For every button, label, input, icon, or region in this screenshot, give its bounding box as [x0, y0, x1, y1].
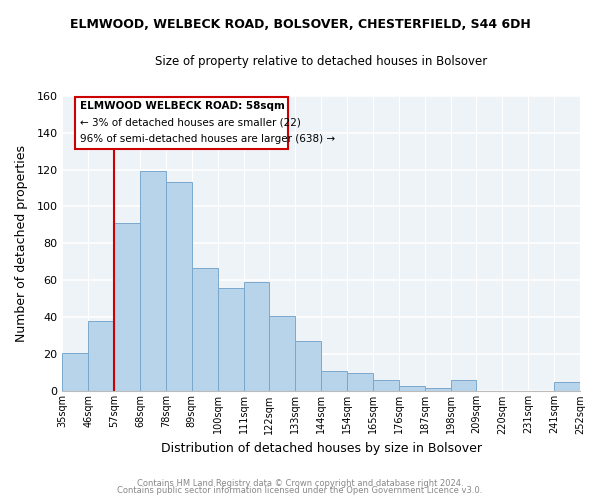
Bar	[373, 380, 399, 392]
Text: Contains HM Land Registry data © Crown copyright and database right 2024.: Contains HM Land Registry data © Crown c…	[137, 478, 463, 488]
Text: ← 3% of detached houses are smaller (22): ← 3% of detached houses are smaller (22)	[80, 118, 301, 128]
X-axis label: Distribution of detached houses by size in Bolsover: Distribution of detached houses by size …	[161, 442, 482, 455]
Bar	[554, 382, 580, 392]
Bar	[451, 380, 476, 392]
Bar	[399, 386, 425, 392]
Y-axis label: Number of detached properties: Number of detached properties	[15, 145, 28, 342]
FancyBboxPatch shape	[75, 98, 287, 149]
Bar	[62, 352, 88, 392]
Bar	[166, 182, 192, 392]
Bar	[192, 268, 218, 392]
Bar	[295, 342, 321, 392]
Bar	[88, 321, 114, 392]
Text: ELMWOOD WELBECK ROAD: 58sqm: ELMWOOD WELBECK ROAD: 58sqm	[80, 101, 286, 111]
Bar	[218, 288, 244, 392]
Bar	[321, 371, 347, 392]
Bar	[347, 373, 373, 392]
Bar	[425, 388, 451, 392]
Bar	[114, 223, 140, 392]
Text: 96% of semi-detached houses are larger (638) →: 96% of semi-detached houses are larger (…	[80, 134, 335, 144]
Bar	[244, 282, 269, 392]
Text: Contains public sector information licensed under the Open Government Licence v3: Contains public sector information licen…	[118, 486, 482, 495]
Text: ELMWOOD, WELBECK ROAD, BOLSOVER, CHESTERFIELD, S44 6DH: ELMWOOD, WELBECK ROAD, BOLSOVER, CHESTER…	[70, 18, 530, 30]
Bar	[140, 172, 166, 392]
Bar	[269, 316, 295, 392]
Title: Size of property relative to detached houses in Bolsover: Size of property relative to detached ho…	[155, 55, 487, 68]
